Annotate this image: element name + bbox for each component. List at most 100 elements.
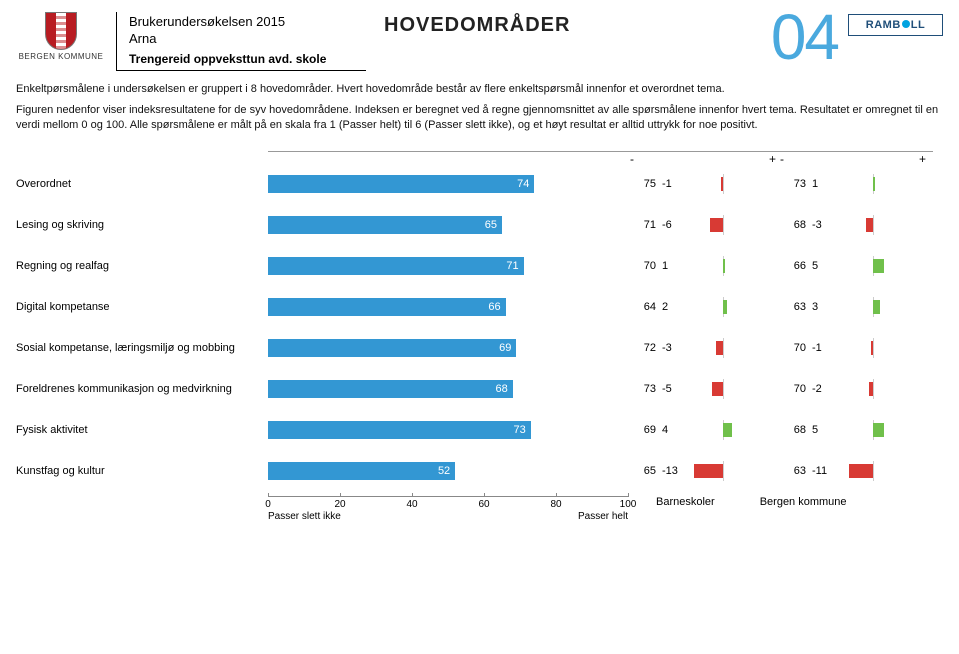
bar: 71 xyxy=(268,257,524,275)
comp1-diff: 1 xyxy=(660,260,688,272)
bar-zone: 66 xyxy=(268,296,628,318)
comp1-diff: -6 xyxy=(660,219,688,231)
table-row: Lesing og skriving 65 71 -6 68 -3 xyxy=(16,213,943,237)
axis-left-label: Passer slett ikke xyxy=(268,511,341,522)
comp2-value: 70 xyxy=(778,383,810,395)
axis-tick xyxy=(412,493,413,497)
comp1-diff: -3 xyxy=(660,342,688,354)
axis-tick xyxy=(484,493,485,497)
header: BERGEN KOMMUNE Brukerundersøkelsen 2015 … xyxy=(16,12,943,72)
table-row: Fysisk aktivitet 73 69 4 68 5 xyxy=(16,418,943,442)
shield-icon xyxy=(45,12,77,50)
axis-tick-label: 100 xyxy=(620,499,637,510)
comp1-value: 75 xyxy=(628,178,660,190)
plus-minus-header: - + - + xyxy=(16,152,943,166)
comp2: 70 -2 xyxy=(778,378,928,400)
comp2: 63 -11 xyxy=(778,460,928,482)
comp1-diff: -1 xyxy=(660,178,688,190)
axis-tick-label: 40 xyxy=(406,499,417,510)
legend-comp2: Bergen kommune xyxy=(760,496,847,508)
comp2-value: 73 xyxy=(778,178,810,190)
brand-logo: RAMBLL xyxy=(848,14,943,36)
bar: 74 xyxy=(268,175,534,193)
chart-rows: Overordnet 74 75 -1 73 1 Lesing og skriv… xyxy=(16,166,943,483)
comp1-diff: 2 xyxy=(660,301,688,313)
comp1: 65 -13 xyxy=(628,460,778,482)
comp1: 70 1 xyxy=(628,255,778,277)
comp2-diff: -3 xyxy=(810,219,838,231)
comp1-diff: 4 xyxy=(660,424,688,436)
comp2-value: 70 xyxy=(778,342,810,354)
bar: 52 xyxy=(268,462,455,480)
bar-zone: 71 xyxy=(268,255,628,277)
axis-tick-label: 60 xyxy=(478,499,489,510)
comp1-value: 73 xyxy=(628,383,660,395)
bar: 69 xyxy=(268,339,516,357)
comp2: 68 5 xyxy=(778,419,928,441)
chart-footer: Passer slett ikke Passer helt 0204060801… xyxy=(16,496,943,532)
table-row: Digital kompetanse 66 64 2 63 3 xyxy=(16,295,943,319)
school-name: Trengereid oppveksttun avd. skole xyxy=(129,52,346,66)
comp2-value: 63 xyxy=(778,465,810,477)
legend-comp1: Barneskoler xyxy=(656,496,715,508)
bar-zone: 65 xyxy=(268,214,628,236)
comp1-diff: -13 xyxy=(660,465,688,477)
bar-zone: 68 xyxy=(268,378,628,400)
comp2-diff: -1 xyxy=(810,342,838,354)
row-label: Kunstfag og kultur xyxy=(16,465,268,477)
comp1-value: 70 xyxy=(628,260,660,272)
row-label: Foreldrenes kommunikasjon og medvirkning xyxy=(16,383,268,395)
comp1: 72 -3 xyxy=(628,337,778,359)
comp1-value: 65 xyxy=(628,465,660,477)
comp2-diff: -2 xyxy=(810,383,838,395)
intro-p2: Figuren nedenfor viser indeksresultatene… xyxy=(16,103,943,133)
comp2-value: 68 xyxy=(778,219,810,231)
kommune-name: BERGEN KOMMUNE xyxy=(19,52,104,61)
comp2-diff: 5 xyxy=(810,424,838,436)
bar-zone: 73 xyxy=(268,419,628,441)
comp1: 75 -1 xyxy=(628,173,778,195)
row-label: Overordnet xyxy=(16,178,268,190)
row-label: Fysisk aktivitet xyxy=(16,424,268,436)
kommune-logo: BERGEN KOMMUNE xyxy=(16,12,106,61)
minus-1: - xyxy=(630,152,634,166)
comp2: 70 -1 xyxy=(778,337,928,359)
comp2-value: 63 xyxy=(778,301,810,313)
comp1-value: 71 xyxy=(628,219,660,231)
comp1-value: 72 xyxy=(628,342,660,354)
comp2: 66 5 xyxy=(778,255,928,277)
comp1-pm: - + xyxy=(628,152,778,166)
comp1: 64 2 xyxy=(628,296,778,318)
page-number: 04 xyxy=(771,0,838,74)
table-row: Overordnet 74 75 -1 73 1 xyxy=(16,172,943,196)
row-label: Digital kompetanse xyxy=(16,301,268,313)
comp2-diff: 1 xyxy=(810,178,838,190)
table-row: Regning og realfag 71 70 1 66 5 xyxy=(16,254,943,278)
table-row: Sosial kompetanse, læringsmiljø og mobbi… xyxy=(16,336,943,360)
plus-2: + xyxy=(919,152,926,166)
row-label: Sosial kompetanse, læringsmiljø og mobbi… xyxy=(16,342,268,354)
comp1: 69 4 xyxy=(628,419,778,441)
chart-top-border xyxy=(268,151,628,152)
bar-zone: 69 xyxy=(268,337,628,359)
x-axis: Passer slett ikke Passer helt 0204060801… xyxy=(268,496,628,530)
axis-tick xyxy=(556,493,557,497)
legend: Barneskoler Bergen kommune xyxy=(656,496,847,508)
comp1-value: 64 xyxy=(628,301,660,313)
bar: 66 xyxy=(268,298,506,316)
table-row: Foreldrenes kommunikasjon og medvirkning… xyxy=(16,377,943,401)
axis-tick xyxy=(340,493,341,497)
table-row: Kunstfag og kultur 52 65 -13 63 -11 xyxy=(16,459,943,483)
title-block: Brukerundersøkelsen 2015 Arna Trengereid… xyxy=(116,12,366,71)
minus-2: - xyxy=(780,152,784,166)
comp2-pm: - + xyxy=(778,152,928,166)
comp1-value: 69 xyxy=(628,424,660,436)
bar: 68 xyxy=(268,380,513,398)
row-label: Regning og realfag xyxy=(16,260,268,272)
comp-top-border xyxy=(628,151,933,152)
bar: 65 xyxy=(268,216,502,234)
comp2-value: 68 xyxy=(778,424,810,436)
axis-tick xyxy=(268,493,269,497)
bar-zone: 52 xyxy=(268,460,628,482)
brand-dot-icon xyxy=(902,20,910,28)
